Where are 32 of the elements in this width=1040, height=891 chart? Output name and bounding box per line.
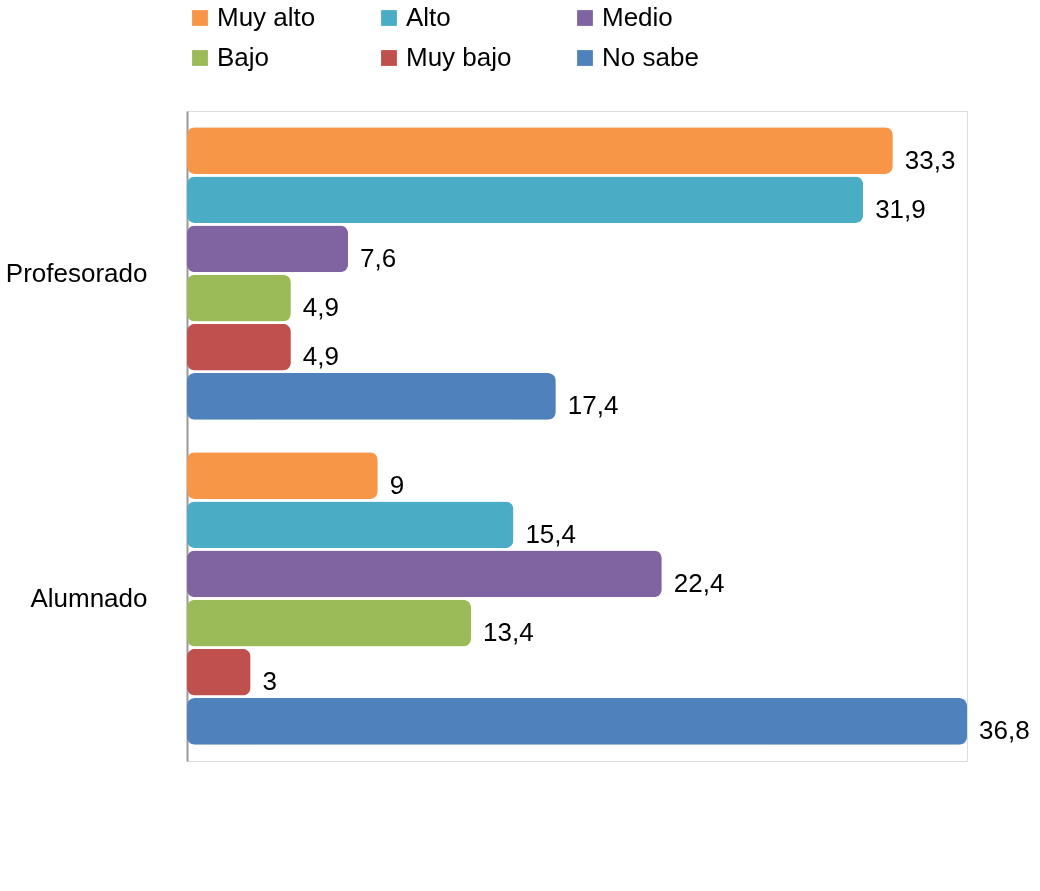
legend-label: No sabe	[602, 42, 699, 72]
bar	[187, 176, 864, 224]
data-label: 3	[262, 666, 278, 697]
bar	[187, 274, 291, 322]
data-label: 15,4	[525, 518, 577, 549]
bar	[187, 501, 514, 549]
data-label: 13,4	[483, 617, 534, 648]
legend-label: Medio	[602, 2, 673, 32]
legend-label: Muy alto	[217, 2, 316, 32]
y-tick-label: Profesorado	[5, 257, 148, 288]
legend-label: Bajo	[217, 42, 270, 72]
data-label: 36,8	[979, 715, 1030, 746]
data-label: 7,6	[360, 242, 397, 273]
bar	[187, 127, 893, 174]
data-label: 4,9	[302, 292, 340, 323]
y-tick-label: Alumnado	[30, 582, 148, 613]
data-label: 22,4	[673, 567, 725, 598]
bar	[187, 323, 291, 371]
data-label: 33,3	[904, 144, 956, 175]
data-label: 31,9	[875, 193, 926, 224]
bar	[187, 599, 472, 647]
data-label: 4,9	[302, 341, 340, 372]
bar	[187, 373, 556, 420]
legend-label: Muy bajo	[406, 42, 512, 72]
data-label: 17,4	[567, 390, 619, 421]
bar	[187, 452, 378, 499]
data-label: 9	[389, 469, 405, 500]
bar	[187, 648, 251, 696]
bar	[187, 550, 662, 598]
bar	[187, 225, 349, 273]
bar	[187, 698, 967, 745]
legend-label: Alto	[406, 2, 451, 32]
